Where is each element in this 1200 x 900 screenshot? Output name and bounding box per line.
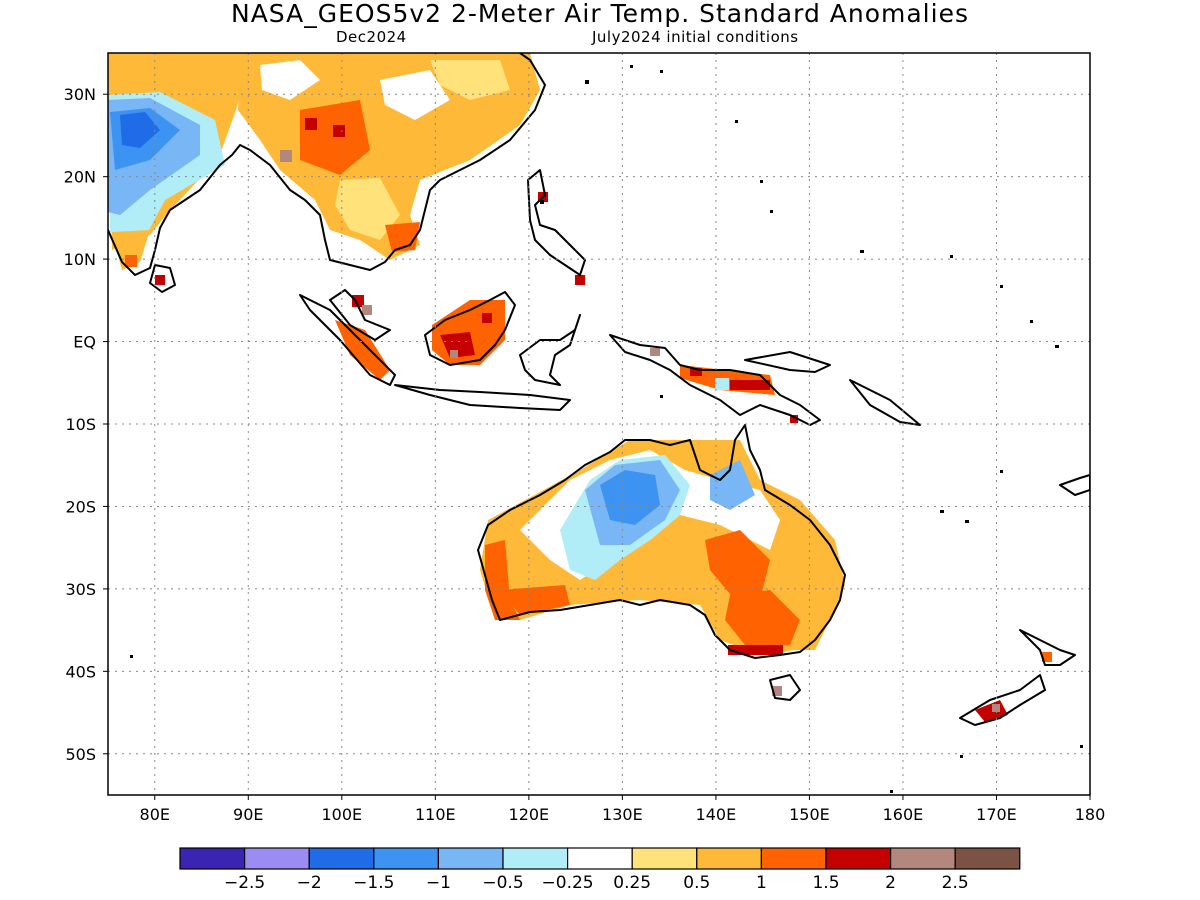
colorbar-label: −2	[297, 873, 322, 893]
colorbar-swatch	[373, 847, 439, 870]
lon-tick-label: 150E	[789, 805, 830, 824]
colorbar-swatch	[179, 847, 246, 870]
lon-tick-label: 140E	[696, 805, 737, 824]
lat-tick-label: 10S	[65, 415, 96, 434]
initial-conditions-label: July2024 initial conditions	[592, 28, 799, 46]
latitude-ticks: 30N 20N 10N EQ 10S 20S 30S 40S 50S	[64, 85, 108, 764]
colorbar-swatch	[696, 847, 762, 870]
lon-tick-label: 110E	[415, 805, 456, 824]
colorbar-label: −0.25	[542, 873, 594, 893]
lat-tick-label: 10N	[64, 250, 96, 269]
lat-tick-label: 40S	[65, 662, 96, 681]
lat-tick-label: 20S	[65, 497, 96, 516]
lon-tick-label: 130E	[602, 805, 643, 824]
lat-tick-label: 50S	[65, 745, 96, 764]
lat-tick-label: EQ	[73, 333, 96, 352]
colorbar-swatch	[566, 847, 633, 870]
valid-month-label: Dec2024	[336, 28, 407, 46]
lon-tick-label: 120E	[509, 805, 550, 824]
colorbar-swatch	[825, 847, 892, 870]
colorbar-swatch	[308, 847, 375, 870]
colorbar-swatch	[437, 847, 504, 870]
map-title: NASA_GEOS5v2 2-Meter Air Temp. Standard …	[231, 0, 969, 28]
lat-tick-label: 20N	[64, 168, 96, 187]
lat-tick-label: 30N	[64, 85, 96, 104]
lon-tick-label: 160E	[883, 805, 924, 824]
colorbar-swatch	[631, 847, 698, 870]
lon-tick-label: 90E	[233, 805, 263, 824]
anomaly-shading	[108, 53, 1052, 722]
lon-tick-label: 170E	[976, 805, 1017, 824]
colorbar-swatch	[954, 847, 1021, 870]
colorbar-label: −1.5	[353, 873, 394, 893]
colorbar-swatch	[502, 847, 569, 870]
colorbar-label: 2.5	[942, 873, 969, 893]
lon-tick-label: 100E	[321, 805, 362, 824]
colorbar: −2.5 −2 −1.5 −1 −0.5 −0.25 0.25 0.5 1 1.5 2 2.5	[179, 847, 1021, 893]
colorbar-swatch	[244, 847, 310, 870]
longitude-ticks: 80E 90E 100E 110E 120E 130E 140E 150E 160E 170E 18…	[140, 795, 1106, 824]
colorbar-label: 0.25	[613, 873, 651, 893]
colorbar-label: −0.5	[482, 873, 523, 893]
colorbar-swatch	[889, 847, 956, 870]
colorbar-label: 1.5	[812, 873, 839, 893]
colorbar-label: 1	[756, 873, 767, 893]
lon-tick-label: 180	[1075, 805, 1106, 824]
lat-tick-label: 30S	[65, 580, 96, 599]
coastlines	[108, 53, 1090, 726]
colorbar-label: −1	[426, 873, 451, 893]
colorbar-swatch	[760, 847, 827, 870]
islands	[130, 65, 1083, 793]
colorbar-label: −2.5	[224, 873, 265, 893]
graticule	[108, 53, 1090, 795]
lon-tick-label: 80E	[140, 805, 170, 824]
colorbar-label: 0.5	[683, 873, 710, 893]
colorbar-label: 2	[885, 873, 896, 893]
